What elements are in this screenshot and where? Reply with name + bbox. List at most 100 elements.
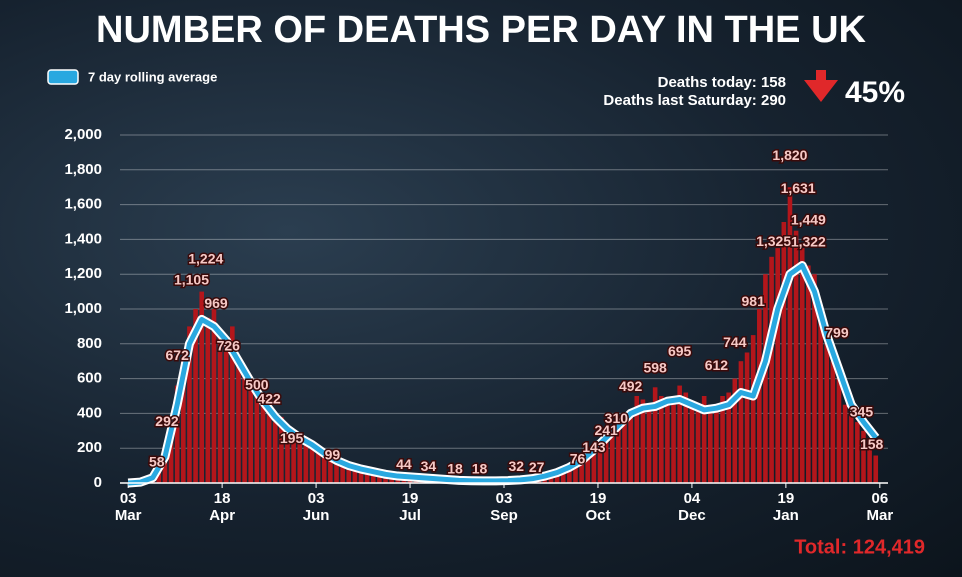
bar xyxy=(340,463,345,483)
bar xyxy=(603,434,609,483)
bar xyxy=(230,326,235,483)
bar xyxy=(254,396,260,483)
bar xyxy=(560,469,566,483)
bar xyxy=(769,256,774,483)
bar xyxy=(665,399,670,483)
data-label: 598 xyxy=(643,360,667,376)
bar xyxy=(652,387,658,483)
bar xyxy=(279,416,284,483)
bar xyxy=(187,326,192,483)
bar xyxy=(573,462,578,483)
bar xyxy=(658,396,664,483)
bar xyxy=(297,437,303,483)
bar xyxy=(236,361,241,483)
bar xyxy=(248,382,254,483)
bar xyxy=(321,456,327,483)
bar xyxy=(211,309,217,483)
bar xyxy=(309,448,315,483)
bar xyxy=(579,456,584,483)
bar xyxy=(634,396,640,483)
data-label: 76 xyxy=(570,450,586,466)
bar xyxy=(677,385,682,483)
legend-swatch xyxy=(47,69,79,85)
bar xyxy=(597,441,603,483)
bar xyxy=(689,404,695,483)
bar xyxy=(867,439,872,483)
data-label: 345 xyxy=(850,404,874,420)
data-label: 34 xyxy=(421,458,437,474)
bar xyxy=(695,409,701,483)
bar xyxy=(818,309,823,483)
bar xyxy=(266,413,272,483)
bar xyxy=(757,309,762,483)
bar xyxy=(622,413,627,483)
bar xyxy=(836,378,842,483)
data-label: 1,224 xyxy=(188,251,223,267)
data-label: 612 xyxy=(705,357,729,373)
bar xyxy=(824,343,830,483)
bar xyxy=(793,230,799,483)
data-label: 310 xyxy=(605,410,629,426)
line xyxy=(127,263,878,486)
x-tick-label: 03 Mar xyxy=(114,490,142,524)
data-label: 241 xyxy=(594,422,618,438)
stat-today: Deaths today: 158 xyxy=(658,74,786,91)
bar xyxy=(861,430,866,483)
bar xyxy=(315,451,321,483)
total: Total: 124,419 xyxy=(794,536,925,558)
x-tick-label: 19 Jan xyxy=(772,490,799,524)
bar xyxy=(744,352,750,483)
bar xyxy=(334,462,339,483)
y-tick-label: 1,400 xyxy=(64,230,102,247)
data-label: 32 xyxy=(508,458,524,474)
bar xyxy=(683,392,689,483)
bar xyxy=(781,222,787,483)
stat-last-saturday: Deaths last Saturday: 290 xyxy=(603,92,786,109)
data-label: 1,820 xyxy=(772,147,807,163)
bar xyxy=(855,422,860,483)
data-label: 981 xyxy=(742,293,766,309)
data-label: 58 xyxy=(149,454,165,470)
bar xyxy=(720,396,725,483)
bar xyxy=(377,472,382,483)
y-tick-label: 1,200 xyxy=(64,265,102,282)
data-label: 143 xyxy=(582,439,606,455)
data-label: 969 xyxy=(204,295,228,311)
bar xyxy=(370,472,376,483)
bar xyxy=(848,413,854,483)
bar xyxy=(616,422,621,483)
bar xyxy=(328,453,333,483)
y-tick-label: 400 xyxy=(77,404,102,421)
bar xyxy=(812,274,817,483)
data-label: 1,105 xyxy=(174,271,209,287)
down-arrow xyxy=(804,70,838,102)
data-label: 726 xyxy=(217,337,241,353)
bar xyxy=(291,430,296,483)
bar xyxy=(646,404,652,483)
bar xyxy=(352,467,358,483)
bar xyxy=(714,404,719,483)
bar xyxy=(242,369,247,483)
data-label: 492 xyxy=(619,378,643,394)
bar xyxy=(775,248,780,483)
y-tick-label: 2,000 xyxy=(64,126,102,143)
x-tick-label: 19 Jul xyxy=(399,490,421,524)
data-label: 1,322 xyxy=(791,234,826,250)
data-label: 422 xyxy=(257,390,281,406)
bar xyxy=(738,361,744,483)
x-tick-label: 03 Jun xyxy=(302,490,330,524)
y-tick-label: 800 xyxy=(77,335,102,352)
bar xyxy=(358,469,364,483)
bar xyxy=(585,453,591,483)
data-label: 744 xyxy=(723,334,747,350)
data-label: 27 xyxy=(529,459,545,475)
bar xyxy=(609,430,615,483)
data-label: 195 xyxy=(280,430,304,446)
y-tick-label: 1,800 xyxy=(64,161,102,178)
bar xyxy=(181,361,186,483)
bar xyxy=(199,291,204,483)
y-tick-label: 1,600 xyxy=(64,196,102,213)
bar xyxy=(873,455,879,483)
bar xyxy=(640,399,646,483)
